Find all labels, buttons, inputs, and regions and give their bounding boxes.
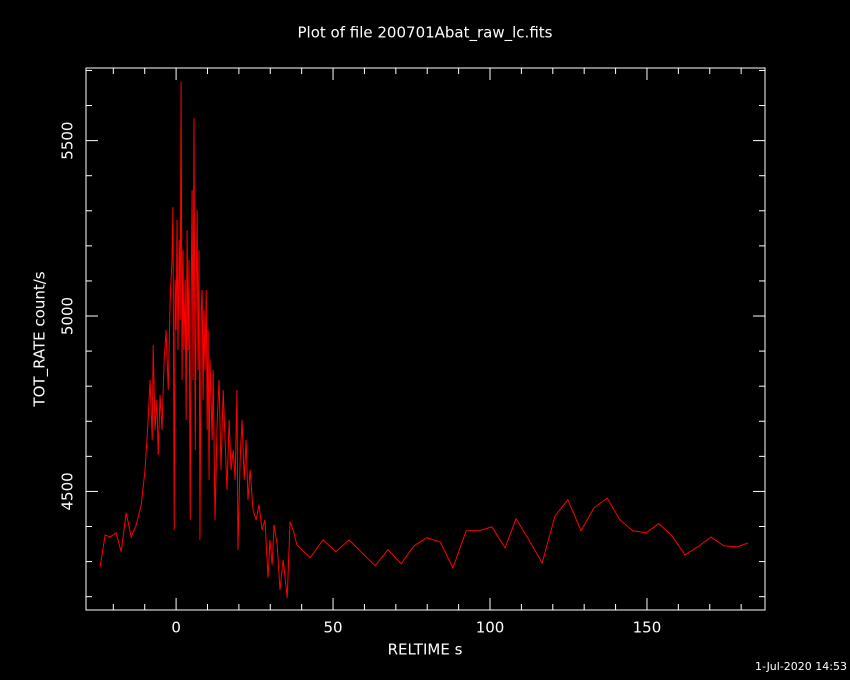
chart-title: Plot of file 200701Abat_raw_lc.fits — [298, 24, 553, 43]
x-axis-label: RELTIME s — [388, 641, 463, 659]
data-line — [99, 82, 749, 598]
y-tick-label: 4500 — [59, 472, 77, 510]
y-tick-label: 5000 — [59, 297, 77, 335]
x-tick-label: 50 — [324, 619, 343, 637]
y-tick-label: 5500 — [59, 122, 77, 160]
x-tick-label: 100 — [476, 619, 505, 637]
x-tick-label: 150 — [633, 619, 662, 637]
timestamp: 1-Jul-2020 14:53 — [755, 660, 847, 673]
y-axis-label: TOT_RATE count/s — [31, 271, 50, 407]
x-tick-label: 0 — [171, 619, 181, 637]
plot-frame — [85, 67, 766, 611]
